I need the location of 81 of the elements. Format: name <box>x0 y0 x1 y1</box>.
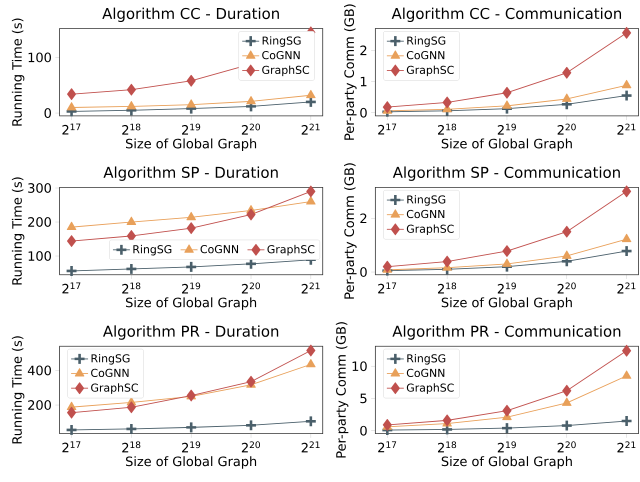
y-tick-label: 100 <box>28 52 51 62</box>
chart-title: Algorithm PR - Communication <box>392 325 620 340</box>
chart-title: Algorithm CC - Duration <box>102 7 279 22</box>
x-tick-label: 2$^{17}$ <box>62 123 80 134</box>
x-axis-title: Size of Global Graph <box>126 297 256 310</box>
x-tick-label: 2$^{19}$ <box>498 282 516 294</box>
x-tick-label: 2$^{19}$ <box>182 282 200 294</box>
y-tick-label: 200 <box>28 400 51 410</box>
x-tick-label: 2$^{21}$ <box>302 282 320 294</box>
legend-label: CoGNN <box>406 50 444 60</box>
legend-label: RingSG <box>407 195 446 206</box>
x-axis-title: Size of Global Graph <box>442 456 572 469</box>
x-tick-label: 2$^{19}$ <box>498 441 516 452</box>
x-tick-label: 2$^{20}$ <box>242 123 260 134</box>
legend-label: CoGNN <box>200 244 238 254</box>
x-tick-label: 2$^{20}$ <box>558 123 576 134</box>
x-tick-label: 2$^{17}$ <box>62 282 80 294</box>
chart-title: Algorithm SP - Communication <box>392 166 620 181</box>
y-tick-label: 0 <box>44 108 51 118</box>
y-axis-title: Running Time (s) <box>12 336 24 444</box>
legend-label: GraphSC <box>262 65 310 76</box>
x-tick-label: 2$^{17}$ <box>378 282 396 294</box>
x-tick-label: 2$^{19}$ <box>182 123 200 134</box>
x-tick-label: 2$^{20}$ <box>558 282 576 294</box>
y-axis-title: Running Time (s) <box>12 18 24 126</box>
x-axis-title: Size of Global Graph <box>442 138 572 151</box>
legend-label: CoGNN <box>262 50 300 60</box>
legend-label: RingSG <box>133 244 172 256</box>
legend-label: CoGNN <box>91 368 129 377</box>
legend-label: CoGNN <box>406 368 444 377</box>
legend-label: RingSG <box>92 354 130 364</box>
x-tick-label: 2$^{18}$ <box>122 123 140 134</box>
y-tick-label: 300 <box>28 183 51 193</box>
x-tick-label: 2$^{17}$ <box>378 441 396 452</box>
x-tick-label: 2$^{19}$ <box>182 441 200 452</box>
y-axis-title: Per-party Comm (GB) <box>344 4 357 140</box>
x-tick-label: 2$^{21}$ <box>617 123 636 134</box>
legend-label: GraphSC <box>91 383 138 394</box>
x-tick-label: 2$^{18}$ <box>122 441 140 452</box>
x-tick-label: 2$^{18}$ <box>122 282 140 294</box>
y-tick-label: 0 <box>360 426 367 436</box>
x-axis-title: Size of Global Graph <box>442 297 572 310</box>
legend-label: GraphSC <box>406 383 454 394</box>
chart-title: Algorithm SP - Duration <box>103 166 278 181</box>
y-tick-label: 2 <box>360 213 366 223</box>
x-tick-label: 2$^{21}$ <box>302 441 320 452</box>
x-tick-label: 2$^{17}$ <box>62 441 80 452</box>
y-axis-title: Running Time (s) <box>12 177 24 284</box>
y-axis-title: Per-party Comm (GB) <box>336 322 348 458</box>
legend-label: CoGNN <box>406 210 444 218</box>
x-tick-label: 2$^{19}$ <box>498 123 516 134</box>
y-tick-label: 100 <box>28 251 51 261</box>
y-tick-label: 200 <box>28 217 51 227</box>
x-tick-label: 2$^{20}$ <box>558 441 576 452</box>
x-tick-label: 2$^{20}$ <box>242 282 260 294</box>
x-axis-title: Size of Global Graph <box>126 456 256 469</box>
x-tick-label: 2$^{18}$ <box>438 282 456 294</box>
legend-label: GraphSC <box>406 224 454 235</box>
y-tick-label: 400 <box>28 365 51 376</box>
y-tick-label: 1 <box>360 76 366 86</box>
x-tick-label: 2$^{18}$ <box>438 441 456 452</box>
legend-label: RingSG <box>262 36 301 47</box>
x-tick-label: 2$^{21}$ <box>617 441 636 452</box>
legend-label: GraphSC <box>267 244 314 256</box>
y-tick-label: 10 <box>352 361 367 371</box>
x-tick-label: 2$^{20}$ <box>242 441 260 452</box>
legend-label: GraphSC <box>406 65 454 76</box>
x-axis-title: Size of Global Graph <box>126 138 256 151</box>
x-tick-label: 2$^{21}$ <box>617 282 636 294</box>
y-axis-title: Per-party Comm (GB) <box>344 163 357 298</box>
legend-label: RingSG <box>407 36 446 47</box>
chart-title: Algorithm PR - Duration <box>103 325 278 340</box>
x-tick-label: 2$^{17}$ <box>378 123 396 134</box>
y-tick-label: 0 <box>360 108 367 118</box>
x-tick-label: 2$^{18}$ <box>438 123 456 134</box>
legend-label: RingSG <box>407 354 446 364</box>
y-tick-label: 5 <box>360 394 366 404</box>
y-tick-label: 0 <box>360 267 367 277</box>
x-tick-label: 2$^{21}$ <box>302 123 320 134</box>
y-tick-label: 2 <box>360 45 366 55</box>
chart-title: Algorithm CC - Communication <box>392 7 622 22</box>
